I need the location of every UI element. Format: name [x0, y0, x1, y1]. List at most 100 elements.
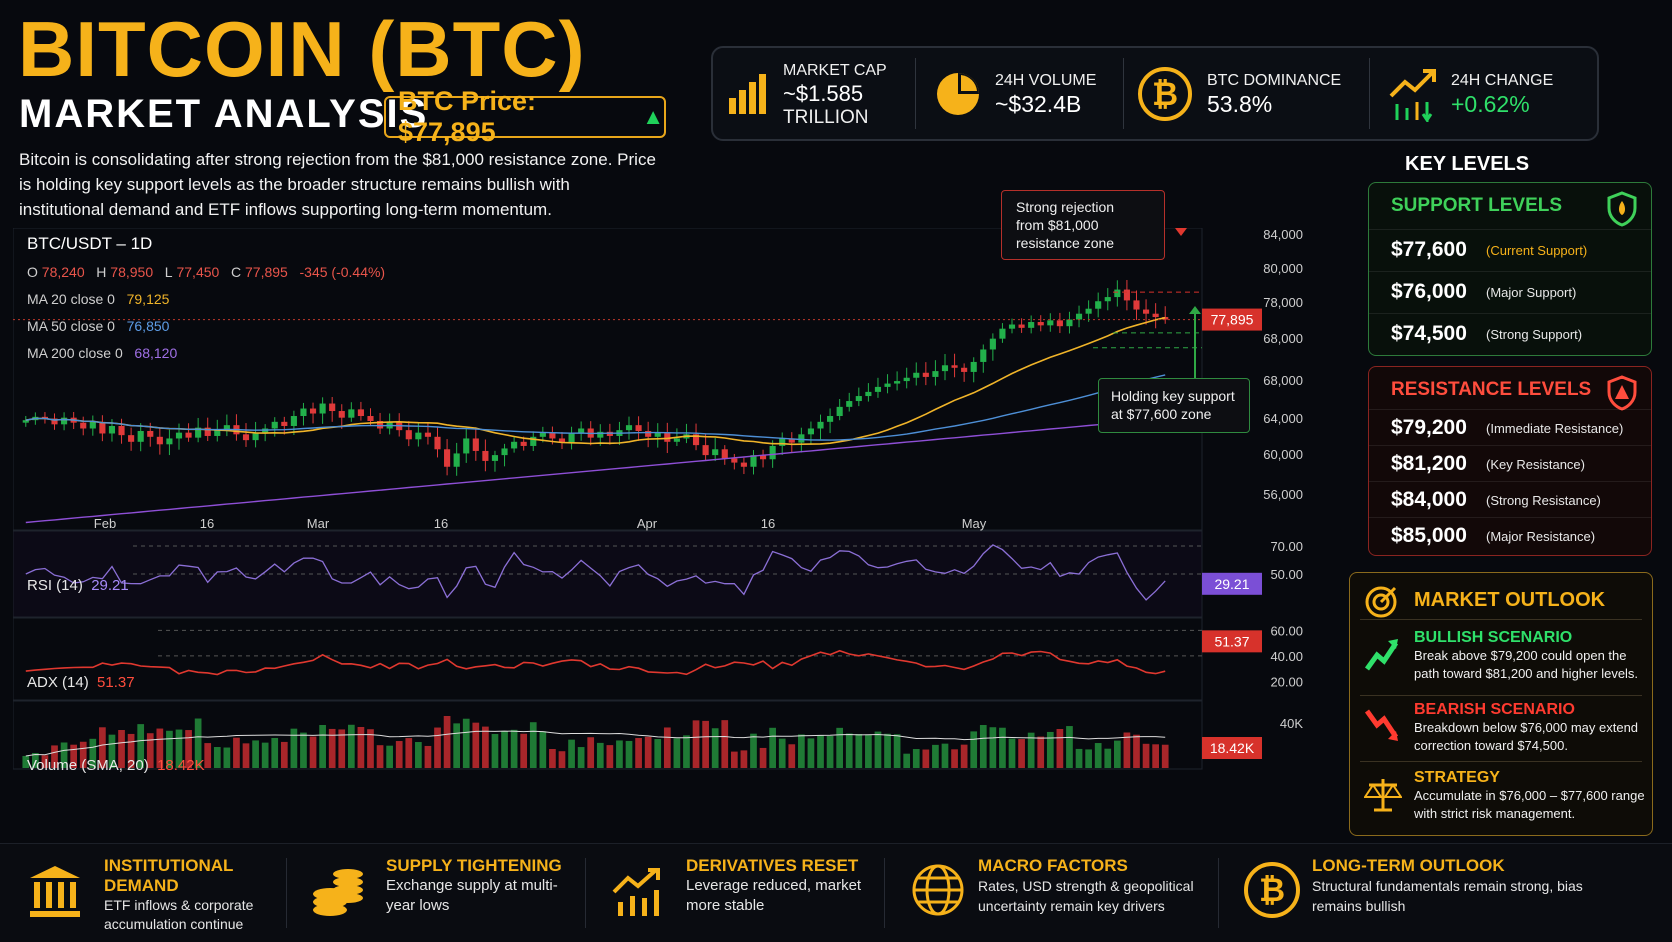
volume-bar — [252, 740, 259, 768]
candle-body — [645, 430, 652, 437]
volume-bar — [702, 720, 709, 768]
shield-warning-icon — [1607, 375, 1637, 411]
rsi-tick-label: 70.00 — [1270, 539, 1303, 554]
rsi-tag — [1202, 572, 1262, 595]
volume-bar — [146, 733, 154, 768]
volume-bar — [692, 720, 700, 768]
footer-item: DERIVATIVES RESET Leverage reduced, mark… — [612, 844, 882, 942]
price-chart[interactable]: 70.00 50.00 29.21 60.00 40.00 20.00 51.37 40K… — [13, 228, 1353, 820]
candle-body — [1133, 300, 1140, 310]
volume-bar — [1123, 732, 1131, 768]
ohlc-readout: O 78,240 H 78,950 L 77,450 C 77,895 -345… — [27, 264, 386, 280]
volume-bar — [118, 729, 125, 768]
candle-body — [1008, 324, 1016, 329]
volume-bar — [367, 729, 374, 768]
candle-body — [520, 441, 527, 446]
volume-bar — [271, 737, 279, 768]
volume-bar — [625, 740, 633, 768]
candle-body — [204, 427, 211, 436]
footer-bar: INSTITUTIONAL DEMAND ETF inflows & corpo… — [0, 843, 1672, 942]
rsi-tick-label: 50.00 — [1270, 567, 1303, 582]
adx-label: ADX (14) 51.37 — [27, 674, 135, 691]
candle-body — [89, 421, 96, 429]
volume-bar — [1104, 748, 1112, 768]
candle-body — [262, 428, 269, 434]
volume-label: Volume (SMA, 20) 18.42K — [27, 757, 205, 774]
volume-bar — [539, 731, 547, 768]
volume-bar — [1027, 732, 1035, 768]
volume-bar — [654, 739, 662, 768]
support-row: $74,500 (Strong Support) — [1369, 313, 1651, 354]
volume-bar — [836, 727, 844, 768]
candle-body — [970, 361, 977, 372]
candle-body — [463, 438, 470, 454]
volume-bar — [462, 718, 470, 768]
ma50-readout: MA 50 close 0 76,850 — [27, 318, 170, 334]
shield-icon — [1607, 191, 1637, 227]
volume-bar — [261, 742, 269, 768]
candle-body — [635, 425, 642, 431]
volume-bar — [79, 741, 87, 768]
ma50-line — [25, 374, 1166, 441]
candle-body — [128, 435, 135, 442]
candle-body — [195, 427, 202, 438]
footer-item: SUPPLY TIGHTENING Exchange supply at mul… — [310, 844, 580, 942]
volume-bar — [817, 735, 824, 768]
volume-bar — [721, 720, 729, 768]
candle-body — [1123, 289, 1130, 301]
volume-bar — [529, 722, 537, 768]
candle-body — [817, 421, 824, 429]
volume-bar — [999, 727, 1006, 768]
candle-body — [453, 453, 460, 467]
candle-body — [568, 433, 575, 443]
y-tick-label: 60,000 — [1263, 447, 1303, 462]
candle-body — [472, 438, 479, 451]
up-triangle-icon: ▲ — [642, 104, 664, 129]
volume-bar — [587, 737, 595, 768]
volume-bar — [204, 743, 212, 768]
volume-bar — [424, 745, 432, 768]
x-tick-label: Feb — [94, 516, 116, 531]
candle-body — [376, 421, 384, 429]
candle-body — [1075, 313, 1083, 320]
volume-bar — [960, 744, 968, 768]
volume-bar — [845, 733, 853, 768]
volume-bar — [826, 735, 834, 768]
volume-bar — [520, 733, 528, 768]
volume-bar — [730, 751, 738, 768]
candle-body — [22, 420, 29, 423]
adx-pane — [13, 617, 1203, 701]
candle-body — [874, 386, 882, 392]
candle-body — [252, 433, 259, 441]
volume-bar — [884, 733, 891, 768]
volume-bar — [213, 747, 221, 768]
x-tick-label: 16 — [434, 516, 448, 531]
candle-body — [175, 432, 183, 439]
candle-body — [846, 401, 853, 407]
globe-icon — [912, 864, 964, 916]
candle-body — [664, 432, 671, 442]
y-tick-label: 78,000 — [1263, 295, 1303, 310]
volume-bar — [443, 716, 451, 768]
volume-bar — [951, 749, 958, 768]
candle-body — [884, 383, 891, 387]
candle-body — [415, 432, 422, 440]
volume-bar — [1152, 744, 1159, 768]
candle-body — [721, 449, 728, 459]
x-tick-label: 16 — [761, 516, 775, 531]
volume-bar — [1066, 726, 1073, 768]
candle-body — [290, 416, 297, 426]
candle-body — [999, 328, 1006, 339]
volume-bar — [970, 731, 978, 768]
volume-bar — [663, 727, 671, 768]
volume-bar — [932, 744, 939, 768]
x-tick-label: 16 — [200, 516, 214, 531]
candle-body — [482, 450, 489, 461]
candle-body — [855, 396, 862, 402]
price-pane — [13, 228, 1203, 531]
pie-chart-icon — [937, 72, 979, 115]
volume-bar — [223, 747, 231, 768]
ma200-readout: MA 200 close 0 68,120 — [27, 345, 178, 361]
candle-body — [424, 432, 432, 437]
candle-body — [539, 432, 546, 437]
